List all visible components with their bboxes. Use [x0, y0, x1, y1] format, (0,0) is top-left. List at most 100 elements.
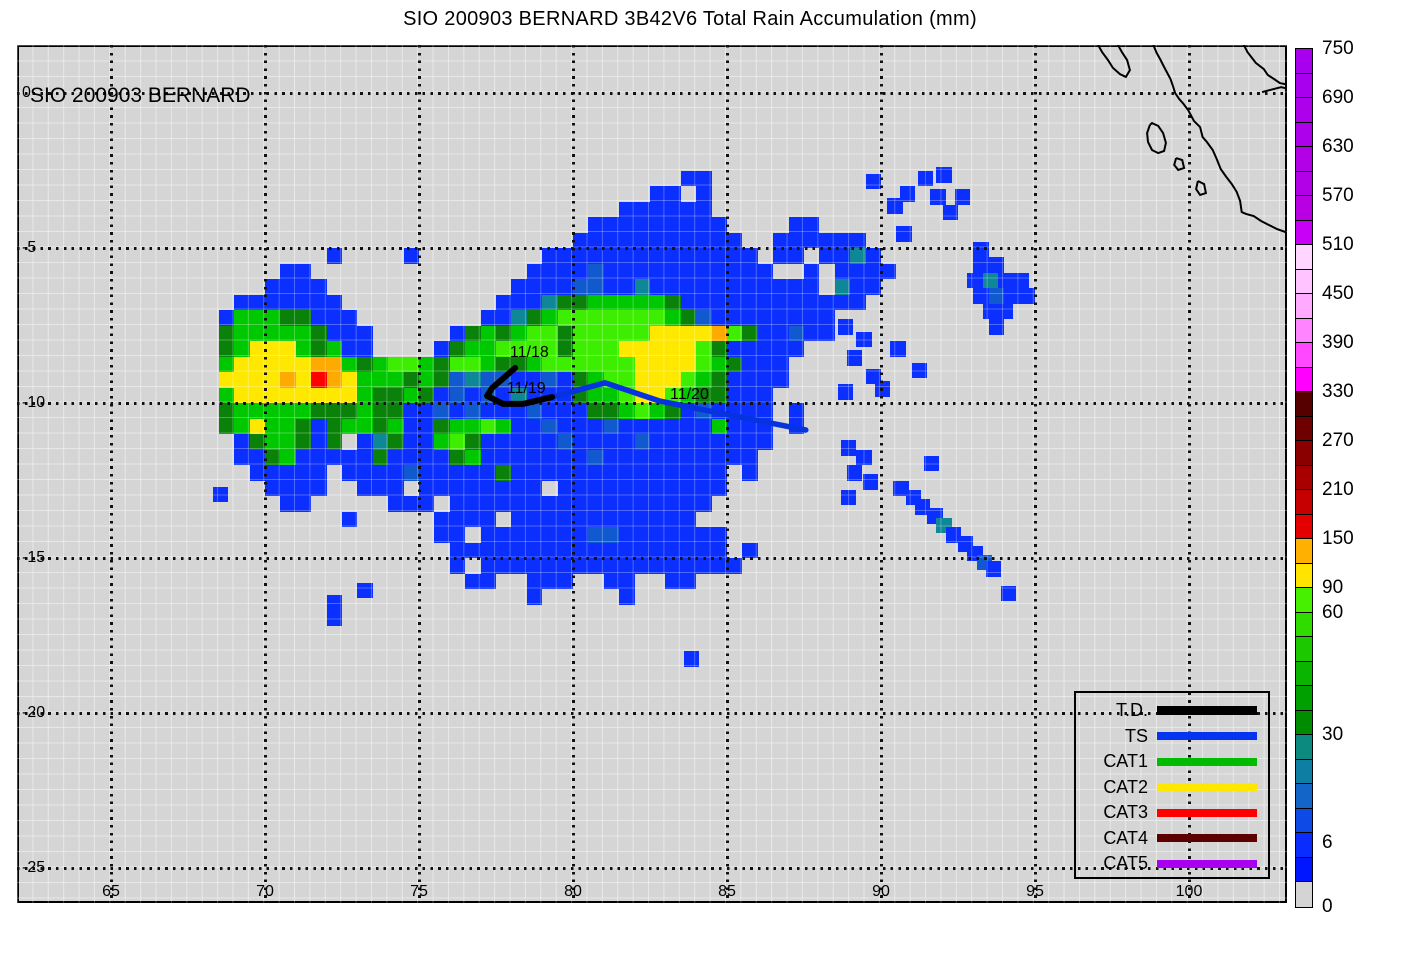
rain-cell	[727, 310, 743, 326]
rain-cell	[280, 434, 296, 450]
map-plot-area: SIO 200903 BERNARD 65 70 75 80 85 90 95 100 0 -5 -…	[17, 45, 1287, 903]
rain-cell	[295, 294, 312, 310]
rain-cell	[696, 294, 712, 310]
rain-cell	[526, 527, 543, 543]
rain-cell	[311, 449, 327, 465]
rain-cell	[588, 294, 604, 310]
rain-cell	[603, 325, 620, 341]
rain-cell	[280, 341, 296, 357]
rain-cell	[557, 465, 573, 481]
rain-cell	[542, 263, 558, 279]
rain-cell	[680, 573, 697, 589]
rain-cell	[742, 294, 758, 310]
rain-cell	[542, 434, 558, 450]
rain-cell	[788, 418, 804, 434]
rain-cell	[680, 341, 697, 357]
rain-cell	[511, 542, 527, 558]
rain-cell	[403, 496, 419, 512]
rain-cell	[295, 418, 312, 434]
rain-cell	[742, 434, 758, 450]
rain-cell	[973, 288, 989, 304]
rain-cell	[496, 542, 512, 558]
rain-cell	[542, 325, 558, 341]
rain-cell	[847, 465, 863, 481]
rain-cell	[619, 480, 635, 496]
rain-cell	[249, 449, 265, 465]
colorbar-cell	[1296, 710, 1312, 735]
rain-cell	[511, 294, 527, 310]
rain-cell	[357, 403, 373, 419]
rain-cell	[680, 279, 697, 295]
rain-cell	[449, 356, 466, 372]
rain-cell	[603, 418, 620, 434]
rain-cell	[619, 217, 635, 233]
rain-cell	[588, 511, 604, 527]
rain-cell	[249, 403, 265, 419]
rain-cell	[696, 449, 712, 465]
colorbar-cell	[1296, 465, 1312, 490]
legend-line-ts	[1157, 732, 1257, 741]
rain-cell	[680, 372, 697, 388]
colorbar-cell	[1296, 857, 1312, 882]
rain-cell	[773, 232, 789, 248]
rain-cell	[650, 465, 666, 481]
rain-cell	[619, 294, 635, 310]
rain-cell	[234, 418, 250, 434]
rain-cell	[665, 325, 681, 341]
rain-cell	[326, 449, 342, 465]
rain-cell	[742, 449, 758, 465]
track-label: 11/19	[506, 380, 546, 398]
legend-label: TS	[1124, 725, 1148, 746]
rain-cell	[526, 449, 543, 465]
rain-cell	[893, 480, 909, 496]
rain-cell	[419, 372, 435, 388]
rain-cell	[295, 310, 312, 326]
rain-cell	[665, 341, 681, 357]
rain-cell	[218, 356, 235, 372]
rain-cell	[372, 403, 389, 419]
rain-cell	[680, 232, 697, 248]
colorbar-label: 270	[1322, 430, 1354, 451]
rain-cell	[496, 434, 512, 450]
rain-cell	[588, 542, 604, 558]
rain-cell	[265, 403, 281, 419]
rain-cell	[634, 263, 650, 279]
rain-cell	[665, 217, 681, 233]
rain-cell	[727, 558, 743, 574]
rain-cell	[619, 341, 635, 357]
coastline-path	[1242, 45, 1287, 86]
rain-cell	[804, 263, 820, 279]
rain-cell	[665, 372, 681, 388]
rain-cell	[727, 372, 743, 388]
rain-cell	[295, 434, 312, 450]
rain-cell	[480, 418, 496, 434]
rain-cell	[234, 403, 250, 419]
colorbar-cell	[1296, 318, 1312, 343]
rain-cell	[326, 372, 342, 388]
rain-cell	[542, 558, 558, 574]
colorbar-cell	[1296, 833, 1312, 858]
rain-cell	[911, 362, 928, 379]
rain-cell	[557, 434, 573, 450]
colorbar-label: 390	[1322, 332, 1354, 353]
colorbar-label: 750	[1322, 38, 1354, 59]
rain-cell	[403, 403, 419, 419]
rain-cell	[588, 496, 604, 512]
rain-cell	[511, 449, 527, 465]
rain-cell	[342, 325, 358, 341]
rain-cell	[619, 279, 635, 295]
rain-cell	[280, 294, 296, 310]
rain-cell	[526, 465, 543, 481]
rain-cell	[603, 511, 620, 527]
rain-cell	[280, 325, 296, 341]
rain-cell	[634, 201, 650, 217]
gridline-lon-70	[264, 45, 267, 903]
rain-cell	[496, 449, 512, 465]
rain-cell	[680, 558, 697, 574]
rain-cell	[788, 403, 804, 419]
rain-cell	[311, 387, 327, 403]
rain-cell	[757, 372, 774, 388]
rain-cell	[265, 310, 281, 326]
colorbar-label: 630	[1322, 136, 1354, 157]
rain-cell	[249, 387, 265, 403]
